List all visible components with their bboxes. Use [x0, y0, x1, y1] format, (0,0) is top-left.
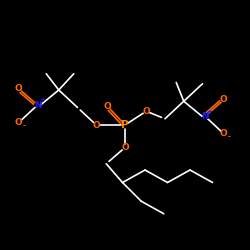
Text: O: O: [220, 96, 228, 104]
Text: N: N: [34, 100, 41, 110]
Text: O: O: [104, 102, 112, 111]
Text: O: O: [121, 143, 129, 152]
Text: N: N: [201, 112, 209, 121]
Text: O: O: [142, 107, 150, 116]
Text: -: -: [23, 123, 26, 129]
Text: +: +: [206, 109, 212, 115]
Text: O: O: [15, 84, 22, 93]
Text: O: O: [15, 118, 22, 127]
Text: O: O: [220, 129, 228, 138]
Text: O: O: [92, 120, 100, 130]
Text: -: -: [228, 134, 231, 140]
Text: +: +: [39, 98, 45, 103]
Text: P: P: [121, 120, 129, 130]
